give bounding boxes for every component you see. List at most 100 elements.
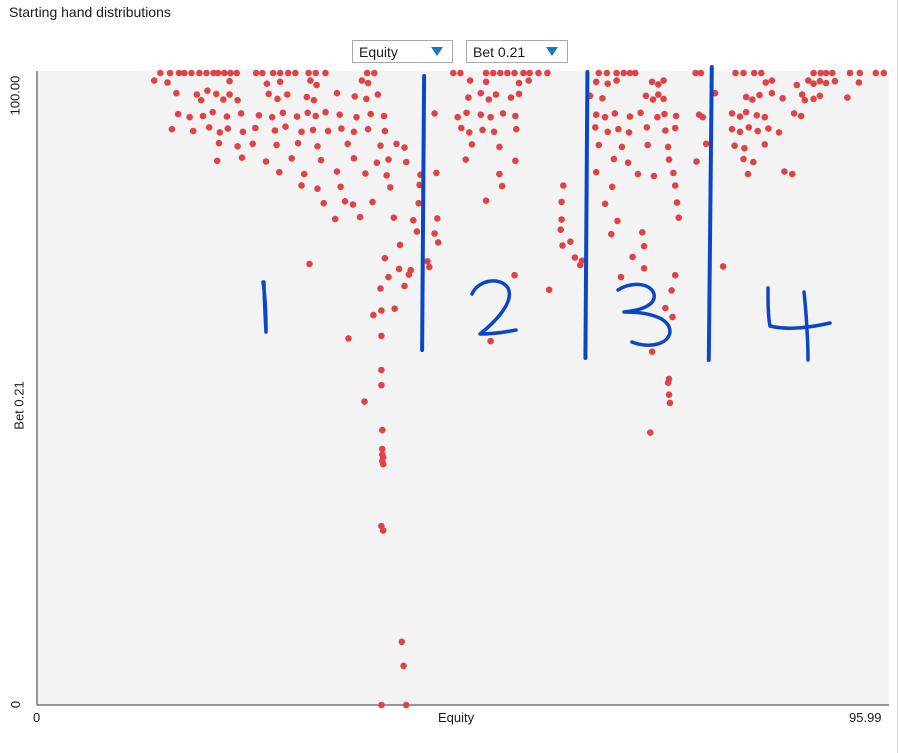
data-point bbox=[458, 124, 465, 132]
data-point bbox=[801, 96, 809, 104]
data-point bbox=[496, 143, 503, 151]
data-point bbox=[608, 183, 616, 191]
data-point bbox=[595, 69, 603, 77]
data-point bbox=[650, 172, 658, 180]
data-point bbox=[750, 158, 757, 166]
data-point bbox=[793, 81, 801, 89]
dropdown-arrow-icon[interactable] bbox=[431, 47, 443, 56]
data-point bbox=[790, 110, 798, 117]
data-point bbox=[454, 113, 462, 121]
data-point bbox=[300, 170, 308, 178]
data-point bbox=[511, 271, 518, 279]
y-axis-label: Bet 0.21 bbox=[11, 381, 27, 430]
data-point bbox=[647, 429, 654, 436]
data-point bbox=[350, 128, 358, 136]
data-point bbox=[390, 214, 398, 221]
data-point bbox=[668, 287, 675, 294]
data-point bbox=[489, 69, 497, 77]
data-point bbox=[831, 77, 839, 85]
data-point bbox=[643, 124, 651, 131]
data-point bbox=[736, 128, 744, 136]
data-point bbox=[781, 168, 788, 175]
x-axis-select[interactable]: Equity bbox=[352, 40, 453, 63]
data-point bbox=[226, 91, 233, 98]
data-point bbox=[379, 460, 387, 468]
data-point bbox=[378, 332, 385, 340]
data-point bbox=[252, 69, 260, 77]
data-point bbox=[344, 140, 352, 148]
data-point bbox=[378, 366, 385, 374]
dropdown-arrow-icon[interactable] bbox=[546, 47, 558, 56]
data-point bbox=[649, 96, 657, 103]
data-point bbox=[520, 69, 527, 77]
data-point bbox=[535, 69, 542, 77]
data-point bbox=[672, 112, 680, 120]
data-point bbox=[559, 242, 566, 249]
data-point bbox=[224, 125, 232, 132]
data-point bbox=[371, 69, 378, 77]
data-point bbox=[511, 69, 518, 77]
data-point bbox=[199, 112, 207, 120]
data-point bbox=[410, 217, 417, 224]
data-point bbox=[238, 154, 246, 161]
data-point bbox=[186, 113, 193, 121]
data-point bbox=[333, 168, 341, 175]
data-point bbox=[379, 445, 386, 453]
data-point bbox=[356, 213, 364, 221]
data-point bbox=[741, 144, 748, 152]
data-point bbox=[779, 95, 786, 102]
data-point bbox=[545, 286, 553, 294]
data-point bbox=[378, 381, 385, 389]
data-point bbox=[304, 109, 312, 117]
data-point bbox=[213, 90, 220, 98]
data-point bbox=[298, 182, 305, 189]
data-point bbox=[504, 69, 511, 77]
data-point bbox=[234, 96, 241, 104]
y-axis-select[interactable]: Bet 0.21 bbox=[466, 40, 568, 63]
data-point bbox=[367, 110, 375, 118]
handwritten-digit-4 bbox=[766, 286, 832, 362]
data-point bbox=[768, 77, 776, 84]
data-point bbox=[762, 79, 769, 86]
data-point bbox=[810, 95, 817, 103]
data-point bbox=[728, 110, 736, 117]
data-point bbox=[269, 69, 277, 77]
data-point bbox=[618, 143, 626, 151]
data-point bbox=[673, 199, 681, 206]
data-point bbox=[761, 141, 769, 148]
data-point bbox=[234, 143, 241, 150]
data-point bbox=[477, 89, 485, 97]
data-point bbox=[385, 273, 392, 281]
data-point bbox=[599, 95, 606, 102]
data-point bbox=[431, 230, 438, 237]
data-point bbox=[660, 77, 667, 84]
data-point bbox=[189, 127, 197, 135]
data-point bbox=[166, 69, 174, 77]
data-point bbox=[413, 228, 421, 235]
data-point bbox=[490, 128, 498, 136]
data-point bbox=[364, 79, 372, 87]
data-point bbox=[226, 77, 233, 85]
data-point bbox=[665, 156, 673, 163]
data-point bbox=[292, 69, 299, 77]
data-point bbox=[515, 79, 523, 87]
data-point bbox=[377, 285, 384, 292]
data-point bbox=[309, 126, 317, 134]
data-point bbox=[829, 69, 836, 77]
data-point bbox=[604, 128, 611, 136]
y-tick-bottom: 0 bbox=[8, 700, 24, 709]
data-point bbox=[620, 69, 627, 77]
data-point bbox=[462, 156, 470, 163]
data-point bbox=[351, 93, 359, 100]
data-point bbox=[271, 127, 279, 134]
data-point bbox=[434, 215, 441, 222]
data-point bbox=[450, 69, 457, 77]
data-point bbox=[637, 109, 644, 117]
data-point bbox=[263, 80, 271, 87]
divider-line-3 bbox=[706, 65, 714, 362]
data-point bbox=[303, 93, 311, 101]
data-point bbox=[188, 69, 195, 77]
data-point bbox=[216, 129, 224, 136]
data-point bbox=[797, 112, 805, 120]
